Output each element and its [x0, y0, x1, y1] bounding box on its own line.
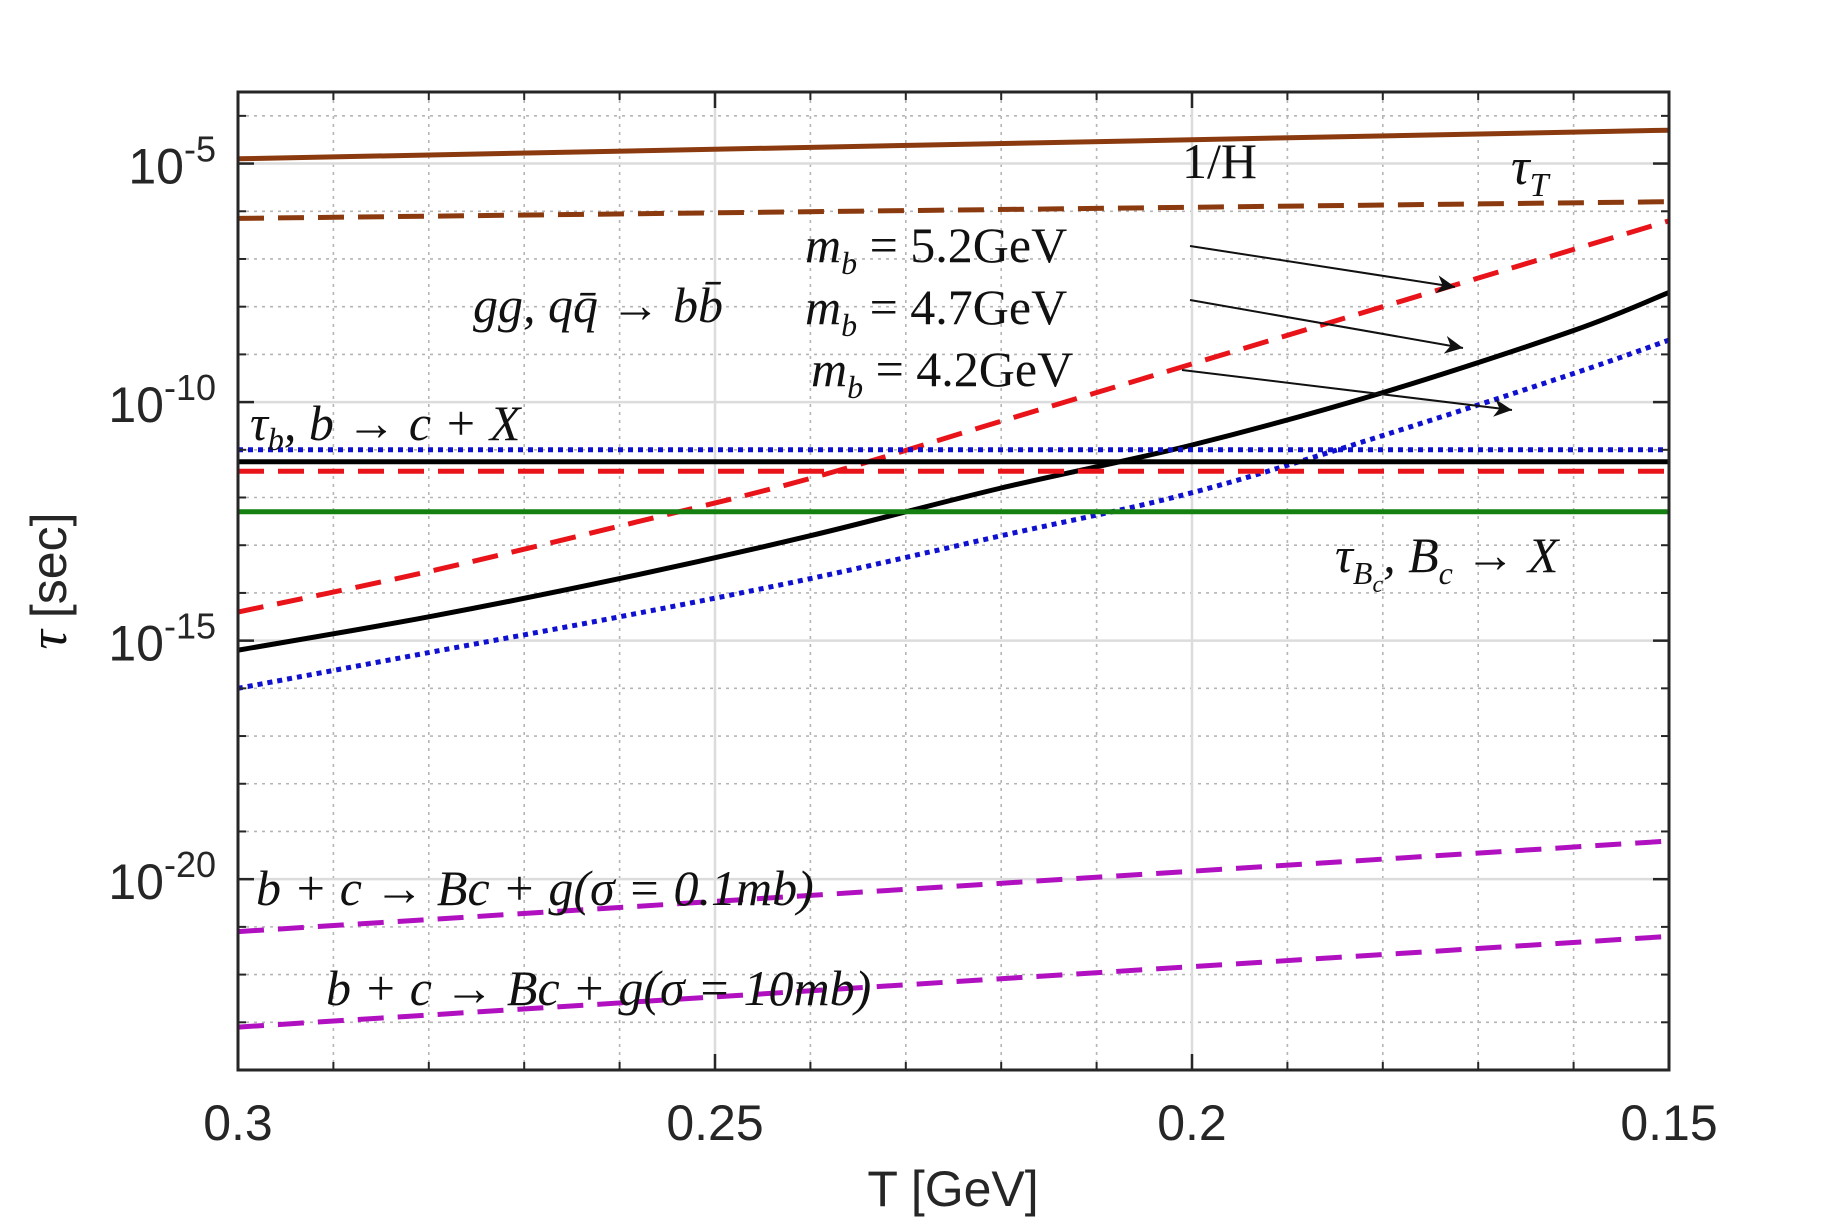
tick-marks	[236, 92, 1671, 1071]
x-tick-label: 0.15	[1620, 1095, 1717, 1151]
series-layer	[238, 127, 1669, 1030]
x-tick-label: 0.25	[666, 1095, 763, 1151]
annotation-process: gg, qq̄ → bb̄	[473, 277, 723, 333]
plot-area-background	[238, 92, 1669, 1070]
series-line-3	[238, 290, 1669, 653]
y-axis-unit: [sec]	[21, 513, 77, 619]
series-line-2	[238, 218, 1669, 615]
annotation-bc-0-1mb: b + c → Bc + g(σ = 0.1mb)	[256, 860, 814, 916]
annotation-inverse-hubble: 1/H	[1182, 133, 1257, 189]
y-tick-label: 10-20	[108, 844, 216, 910]
x-tick-label: 0.3	[203, 1095, 273, 1151]
y-tick-labels: 10-5 10-10 10-15 10-20	[108, 129, 216, 911]
series-line-0	[238, 127, 1669, 162]
annotation-mb-5-2: mb = 5.2GeV	[805, 217, 1067, 281]
y-tick-label: 10-5	[128, 129, 216, 195]
y-tick-label: 10-10	[108, 367, 216, 433]
svg-text:τ[sec]: τ [sec]	[18, 513, 78, 650]
y-axis-label: τ [sec]	[18, 513, 78, 650]
x-axis-label: T [GeV]	[867, 1161, 1038, 1217]
arrow-mb-4-2	[1181, 369, 1513, 417]
annotation-tau-bc: τBc, Bc → X	[1335, 527, 1561, 598]
annotation-mb-4-7: mb = 4.7GeV	[805, 279, 1067, 343]
arrow-mb-5-2	[1189, 245, 1456, 294]
plot-frame	[236, 90, 1671, 1072]
series-line-4	[238, 337, 1669, 691]
x-tick-label: 0.2	[1157, 1095, 1227, 1151]
annotation-tau-b: τb, b → c + X	[250, 395, 523, 457]
y-tick-label: 10-15	[108, 606, 216, 672]
annotation-tau-t: τT	[1511, 139, 1551, 204]
x-tick-labels: 0.3 0.25 0.2 0.15	[203, 1095, 1717, 1151]
annotation-bc-10mb: b + c → Bc + g(σ = 10mb)	[326, 960, 871, 1016]
annotation-mb-4-2: mb = 4.2GeV	[811, 341, 1073, 405]
annotations: 1/H τT mb = 5.2GeV mb = 4.7GeV mb = 4.2G…	[250, 133, 1561, 1016]
arrow-mb-4-7	[1189, 299, 1464, 354]
y-axis-symbol: τ	[18, 628, 78, 649]
